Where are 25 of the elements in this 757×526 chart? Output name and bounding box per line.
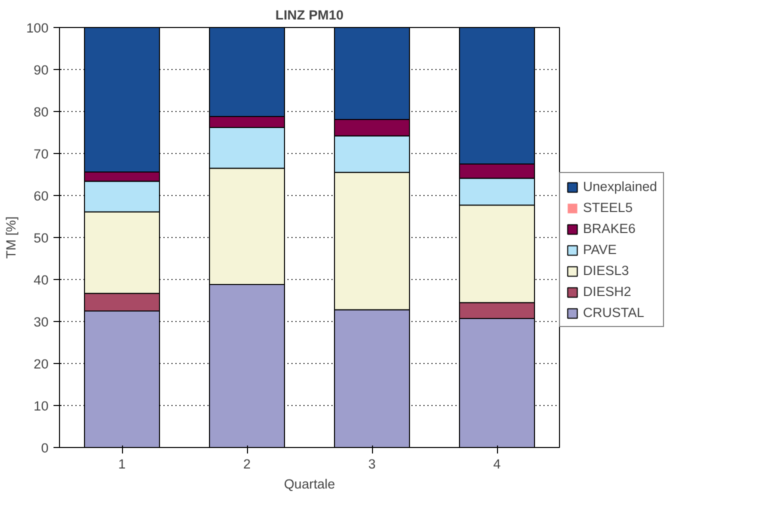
legend-label: STEEL5: [583, 200, 633, 215]
y-tick-label: 20: [34, 356, 49, 372]
y-tick-label: 100: [26, 20, 49, 36]
y-tick-label: 40: [34, 272, 49, 288]
legend-label: Unexplained: [583, 179, 658, 194]
y-tick-label: 60: [34, 188, 49, 204]
x-tick-label: 4: [493, 456, 502, 472]
y-axis-title: TM [%]: [3, 216, 18, 259]
y-tick-label: 30: [34, 314, 49, 330]
x-tick-label: 2: [243, 456, 251, 472]
y-tick-label: 10: [34, 398, 49, 414]
y-tick-label: 50: [34, 230, 49, 246]
chart-title: LINZ PM10: [275, 8, 344, 22]
legend-label: DIESH2: [583, 284, 632, 299]
legend-label: BRAKE6: [583, 221, 636, 236]
legend-label: CRUSTAL: [583, 305, 644, 320]
y-tick-label: 70: [34, 146, 49, 162]
x-tick-label: 1: [118, 456, 126, 472]
y-tick-label: 0: [41, 440, 49, 456]
legend-label: DIESL3: [583, 263, 629, 278]
x-tick-label: 3: [368, 456, 376, 472]
legend-label: PAVE: [583, 242, 617, 257]
y-tick-label: 80: [34, 104, 49, 120]
x-axis-title: Quartale: [284, 476, 336, 492]
y-tick-label: 90: [34, 62, 49, 78]
